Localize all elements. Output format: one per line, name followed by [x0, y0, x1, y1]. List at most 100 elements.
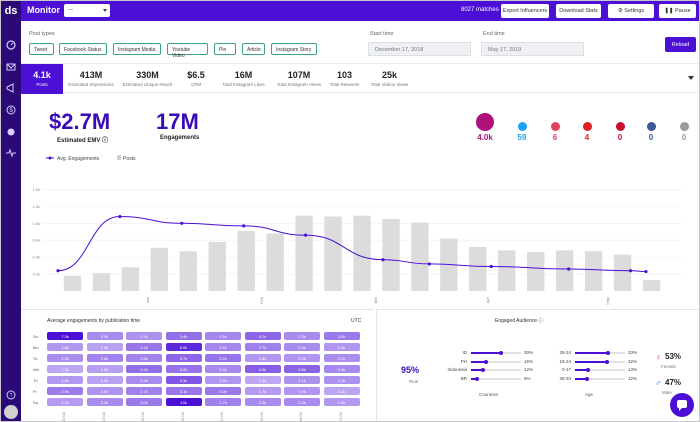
posts-bar[interactable]: [121, 267, 140, 291]
heatmap-cell[interactable]: 13k: [165, 398, 202, 406]
posts-bar[interactable]: [555, 250, 574, 291]
post-type-chip[interactable]: Youtube Video: [167, 43, 208, 59]
metric-tab[interactable]: $6.5 CPM: [176, 64, 216, 94]
heatmap-cell[interactable]: 3.1k: [126, 343, 162, 351]
heatmap-cell[interactable]: 2.4k: [323, 365, 360, 373]
heatmap-cell[interactable]: 3.0k: [205, 387, 241, 395]
metric-tab[interactable]: 330M Estimated Unique Reach: [119, 64, 176, 94]
posts-bar[interactable]: [584, 251, 603, 291]
heatmap-cell[interactable]: 1.9k: [205, 376, 241, 384]
post-type-chip[interactable]: Article: [242, 43, 265, 55]
heatmap-cell[interactable]: 2.3k: [284, 332, 320, 340]
heatmap-cell[interactable]: 1.5k: [86, 376, 123, 384]
metric-tab[interactable]: 103 Total Retweets: [327, 64, 362, 94]
heatmap-cell[interactable]: 1.5k: [86, 343, 123, 351]
heatmap-cell[interactable]: 2.2k: [47, 354, 83, 362]
avg-engagements-point[interactable]: [381, 258, 385, 262]
heatmap-cell[interactable]: 2.7k: [205, 398, 241, 406]
heatmap-cell[interactable]: 3.8k: [284, 365, 320, 373]
metric-tab[interactable]: 413M Estimated Impressions: [63, 64, 119, 94]
heatmap-cell[interactable]: 2.1k: [126, 332, 162, 340]
posts-bar[interactable]: [527, 252, 545, 291]
post-type-chip[interactable]: Tweet: [29, 43, 54, 55]
post-type-chip[interactable]: Instagram Media: [113, 43, 161, 55]
heatmap-cell[interactable]: 2.3k: [244, 398, 281, 406]
avg-engagements-point[interactable]: [118, 214, 122, 219]
pinterest-icon[interactable]: [615, 122, 625, 131]
heatmap-cell[interactable]: 3.1k: [165, 387, 202, 395]
metric-tab[interactable]: 16M Total Instagram Likes: [216, 64, 271, 94]
megaphone-icon[interactable]: [5, 82, 17, 94]
heatmap-cell[interactable]: 3.4k: [126, 365, 162, 373]
help-icon[interactable]: ?: [5, 389, 17, 401]
start-time-field[interactable]: December 17, 2018: [368, 42, 471, 56]
heatmap-cell[interactable]: 2.0k: [86, 387, 123, 395]
heatmap-cell[interactable]: 2.1k: [323, 376, 360, 384]
heatmap-cell[interactable]: 1.2k: [244, 376, 281, 384]
posts-bar[interactable]: [411, 222, 429, 291]
info-icon[interactable]: ⓘ: [538, 318, 544, 324]
heatmap-cell[interactable]: 2.1k: [284, 376, 320, 384]
metric-tab[interactable]: 4.1k Posts: [21, 64, 63, 94]
avg-engagements-point[interactable]: [303, 233, 308, 237]
heatmap-cell[interactable]: 7.3k: [47, 332, 83, 340]
posts-bar[interactable]: [150, 247, 169, 291]
heatmap-cell[interactable]: 2.9k: [47, 387, 83, 395]
heatmap-cell[interactable]: 2.3k: [86, 398, 123, 406]
heatmap-cell[interactable]: 3.4k: [165, 332, 202, 340]
download-stats-button[interactable]: Download Stats: [556, 4, 601, 18]
heatmap-cell[interactable]: 6.0k: [165, 343, 202, 351]
post-type-chip[interactable]: Instagram Story: [271, 43, 317, 55]
post-type-chip[interactable]: Pin: [214, 43, 236, 55]
avg-engagements-point[interactable]: [242, 224, 246, 228]
heatmap-cell[interactable]: 2.7k: [126, 387, 162, 395]
activity-icon[interactable]: [5, 147, 17, 159]
facebook-icon[interactable]: [646, 122, 656, 131]
avg-engagements-point[interactable]: [180, 221, 184, 225]
settings-button[interactable]: ⚙ Settings: [608, 4, 654, 18]
posts-bar[interactable]: [208, 241, 226, 291]
heatmap-cell[interactable]: 1.3k: [323, 387, 360, 395]
heatmap-cell[interactable]: 2.3k: [284, 398, 320, 406]
heatmap-cell[interactable]: 4.0k: [244, 365, 281, 373]
posts-bar[interactable]: [324, 216, 342, 291]
heatmap-cell[interactable]: 1.8k: [244, 354, 281, 362]
end-time-field[interactable]: May 17, 2019: [481, 42, 584, 56]
instagram-icon[interactable]: [550, 122, 560, 131]
chevron-down-icon[interactable]: [688, 76, 694, 80]
heatmap-cell[interactable]: 3.7k: [244, 332, 281, 340]
posts-bar[interactable]: [353, 215, 371, 291]
avatar[interactable]: [4, 405, 18, 419]
heatmap-cell[interactable]: 1.9k: [284, 354, 320, 362]
heatmap-cell[interactable]: 1.7k: [47, 398, 83, 406]
other-icon[interactable]: [679, 122, 689, 131]
heatmap-cell[interactable]: 1.9k: [284, 387, 320, 395]
metric-tab[interactable]: 107M Total Instagram Views: [271, 64, 327, 94]
heatmap-cell[interactable]: 3.2k: [165, 365, 202, 373]
posts-bar[interactable]: [469, 247, 487, 291]
heatmap-cell[interactable]: 2.3k: [86, 332, 123, 340]
heatmap-cell[interactable]: 2.7k: [244, 343, 281, 351]
heatmap-cell[interactable]: 2.6k: [126, 354, 162, 362]
monitor-select[interactable]: —: [64, 4, 110, 17]
metric-tab[interactable]: 25k Total Videos Views: [362, 64, 417, 94]
posts-bar[interactable]: [63, 275, 82, 291]
avg-engagements-point[interactable]: [644, 269, 648, 274]
heatmap-cell[interactable]: 1.7k: [244, 387, 281, 395]
heatmap-cell[interactable]: 3.0k: [323, 332, 360, 340]
posts-bar[interactable]: [613, 254, 632, 291]
logo-icon[interactable]: ds: [4, 5, 18, 17]
reload-button[interactable]: Reload: [665, 37, 696, 52]
avg-engagements-point[interactable]: [56, 269, 60, 273]
chat-button[interactable]: [670, 393, 694, 417]
heatmap-cell[interactable]: 1.6k: [86, 365, 123, 373]
info-icon[interactable]: ⓘ: [102, 138, 109, 144]
heatmap-cell[interactable]: 2.5k: [205, 343, 241, 351]
heatmap-cell[interactable]: 1.3k: [47, 365, 83, 373]
mail-icon[interactable]: [5, 61, 17, 73]
posts-bar[interactable]: [382, 219, 400, 291]
avg-engagements-point[interactable]: [567, 267, 571, 271]
export-influencers-button[interactable]: Export Influencers: [501, 4, 549, 18]
dashboard-icon[interactable]: [5, 39, 17, 51]
avg-engagements-point[interactable]: [628, 269, 633, 273]
